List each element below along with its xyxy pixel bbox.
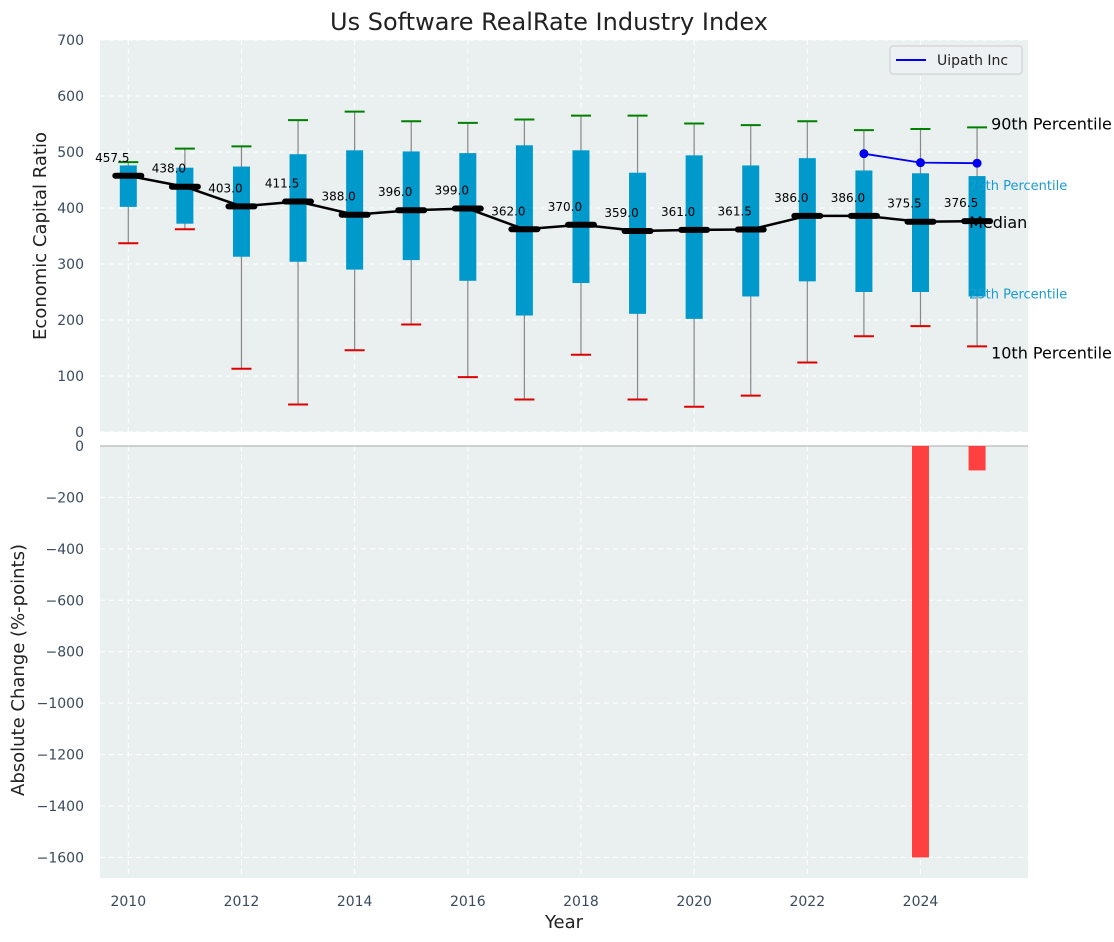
median-trend-line	[128, 174, 978, 233]
bottom-y-tick-label: −600	[46, 593, 84, 609]
top-y-axis-label: Economic Capital Ratio	[30, 132, 51, 340]
iqr-box	[798, 158, 816, 282]
median-value-label: 359.0	[604, 206, 638, 220]
bottom-y-tick-label: −1400	[37, 799, 84, 815]
median-value-label: 386.0	[774, 191, 808, 205]
bottom-y-tick-label: −400	[46, 542, 84, 558]
median-value-label: 386.0	[831, 191, 865, 205]
x-tick-label: 2014	[337, 894, 373, 910]
iqr-box	[459, 153, 477, 281]
iqr-box	[289, 154, 307, 262]
top-y-tick-label: 700	[57, 33, 84, 49]
uipath-point	[972, 158, 982, 168]
bottom-y-tick-label: −1600	[37, 850, 84, 866]
x-tick-label: 2016	[450, 894, 486, 910]
median-value-label: 403.0	[208, 181, 242, 195]
p75-annotation: 75th Percentile	[969, 179, 1067, 194]
bottom-y-tick-label: −1200	[37, 748, 84, 764]
p90-annotation: 90th Percentile	[991, 114, 1112, 133]
median-value-label: 361.5	[718, 205, 752, 219]
bottom-y-tick-label: −800	[46, 645, 84, 661]
median-value-label: 375.5	[887, 197, 921, 211]
chart-title: Us Software RealRate Industry Index	[330, 8, 768, 36]
iqr-box	[176, 167, 194, 224]
x-tick-label: 2018	[563, 894, 599, 910]
iqr-box	[346, 150, 364, 270]
median-value-label: 376.5	[944, 196, 978, 210]
iqr-box	[968, 176, 986, 297]
x-tick-label: 2022	[789, 894, 825, 910]
top-y-tick-label: 500	[57, 145, 84, 161]
median-value-label: 438.0	[152, 162, 186, 176]
x-tick-label: 2024	[903, 894, 939, 910]
top-y-tick-label: 600	[57, 89, 84, 105]
change-bar	[911, 446, 929, 858]
median-value-label: 388.0	[321, 190, 355, 204]
median-value-label: 370.0	[548, 200, 582, 214]
iqr-box	[402, 151, 420, 261]
median-value-label: 399.0	[435, 184, 469, 198]
bottom-y-tick-label: −200	[46, 490, 84, 506]
uipath-point	[915, 158, 925, 168]
top-plot-area	[100, 40, 1028, 432]
uipath-point	[859, 149, 869, 159]
p25-annotation: 25th Percentile	[969, 287, 1067, 302]
legend-label-uipath: Uipath Inc	[937, 53, 1008, 69]
median-value-label: 396.0	[378, 185, 412, 199]
p10-annotation: 10th Percentile	[991, 343, 1112, 362]
iqr-box	[572, 150, 590, 284]
legend-box	[889, 45, 1023, 75]
top-y-tick-label: 400	[57, 201, 84, 217]
bottom-plot-area	[100, 446, 1028, 878]
median-value-label: 411.5	[265, 177, 299, 191]
top-y-tick-label: 100	[57, 369, 84, 385]
x-tick-label: 2020	[676, 894, 712, 910]
median-value-label: 361.0	[661, 205, 695, 219]
bottom-y-tick-label: 0	[75, 439, 84, 455]
median-value-label: 457.5	[95, 151, 129, 165]
x-tick-label: 2010	[110, 894, 146, 910]
iqr-box	[911, 173, 929, 292]
top-y-tick-label: 0	[75, 425, 84, 441]
iqr-box	[685, 155, 703, 319]
iqr-box	[629, 172, 647, 314]
median-annotation: Median	[969, 213, 1027, 232]
top-y-tick-label: 300	[57, 257, 84, 273]
iqr-box	[232, 166, 250, 257]
top-y-tick-label: 200	[57, 313, 84, 329]
x-tick-label: 2012	[224, 894, 260, 910]
bottom-y-tick-label: −1000	[37, 696, 84, 712]
median-value-label: 362.0	[491, 204, 525, 218]
x-axis-label: Year	[544, 912, 584, 933]
iqr-box	[855, 170, 873, 292]
iqr-box	[119, 165, 137, 207]
bottom-y-axis-label: Absolute Change (%-points)	[8, 544, 29, 796]
change-bar	[968, 446, 986, 471]
